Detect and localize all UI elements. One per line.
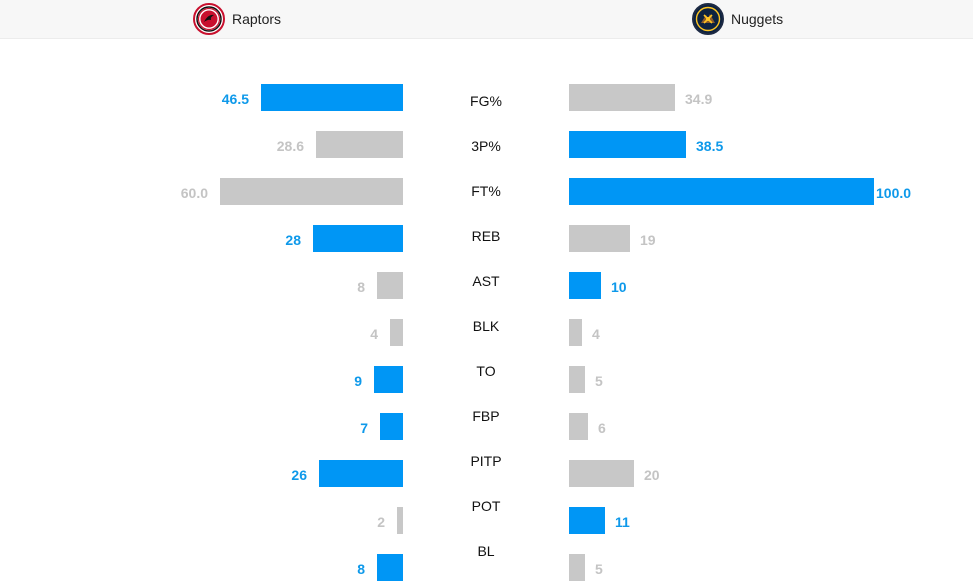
left-value: 8 (357, 279, 365, 295)
stat-row-pitp: 26 20 (0, 460, 973, 487)
left-value: 28.6 (276, 138, 304, 154)
stat-label: AST (472, 273, 500, 289)
team-nuggets[interactable]: Nuggets (692, 3, 783, 35)
stat-label: FBP (472, 408, 500, 424)
left-bar (377, 554, 403, 581)
stat-row-pot: 2 11 (0, 507, 973, 534)
right-value: 34.9 (685, 91, 713, 107)
left-value: 28 (285, 232, 301, 248)
stat-row-fg-pct: 46.5 34.9 (0, 84, 973, 111)
left-value: 8 (357, 561, 365, 577)
stat-label: POT (471, 498, 501, 514)
team-name-left: Raptors (232, 11, 282, 27)
right-value: 11 (615, 514, 630, 530)
left-value: 60.0 (180, 185, 208, 201)
left-value: 2 (377, 514, 385, 530)
team-header: Raptors Nuggets (0, 0, 973, 39)
right-bar (569, 225, 630, 252)
right-bar (569, 131, 686, 158)
stat-row-ft-pct: 60.0 100.0 (0, 178, 973, 205)
team-raptors[interactable]: Raptors (193, 3, 281, 35)
left-bar (316, 131, 403, 158)
left-value: 26 (291, 467, 307, 483)
right-bar (569, 460, 634, 487)
right-bar (569, 178, 874, 205)
left-bar (397, 507, 403, 534)
right-bar (569, 319, 582, 346)
right-value: 100.0 (876, 185, 912, 201)
left-bar (319, 460, 403, 487)
left-bar (313, 225, 403, 252)
stat-row-3p-pct: 28.6 38.5 (0, 131, 973, 158)
right-value: 5 (595, 373, 603, 389)
stat-label: PITP (470, 453, 502, 469)
left-bar (390, 319, 403, 346)
stat-label: FG% (470, 93, 502, 109)
right-value: 10 (611, 279, 627, 295)
team-name-right: Nuggets (731, 11, 784, 27)
right-value: 38.5 (696, 138, 724, 154)
right-value: 5 (595, 561, 603, 577)
left-bar (380, 413, 403, 440)
stat-label: FT% (471, 183, 501, 199)
left-value: 46.5 (221, 91, 249, 107)
right-bar (569, 272, 601, 299)
stat-row-reb: 28 19 (0, 225, 973, 252)
stat-label: BL (477, 543, 495, 559)
left-bar (261, 84, 403, 111)
left-bar (374, 366, 403, 393)
right-value: 6 (598, 420, 606, 436)
left-value: 4 (370, 326, 378, 342)
stat-label: BLK (472, 318, 500, 334)
left-bar (377, 272, 403, 299)
right-bar (569, 413, 588, 440)
stat-label: TO (476, 363, 496, 379)
stat-label: REB (471, 228, 501, 244)
raptors-logo-icon (193, 3, 225, 35)
right-value: 19 (640, 232, 656, 248)
right-bar (569, 84, 675, 111)
stat-label: 3P% (471, 138, 501, 154)
stat-row-ast: 8 10 (0, 272, 973, 299)
left-value: 7 (360, 420, 368, 436)
right-value: 20 (644, 467, 660, 483)
nuggets-logo-icon (692, 3, 724, 35)
left-bar (220, 178, 403, 205)
right-bar (569, 554, 585, 581)
left-value: 9 (354, 373, 362, 389)
right-value: 4 (592, 326, 600, 342)
right-bar (569, 507, 605, 534)
right-bar (569, 366, 585, 393)
